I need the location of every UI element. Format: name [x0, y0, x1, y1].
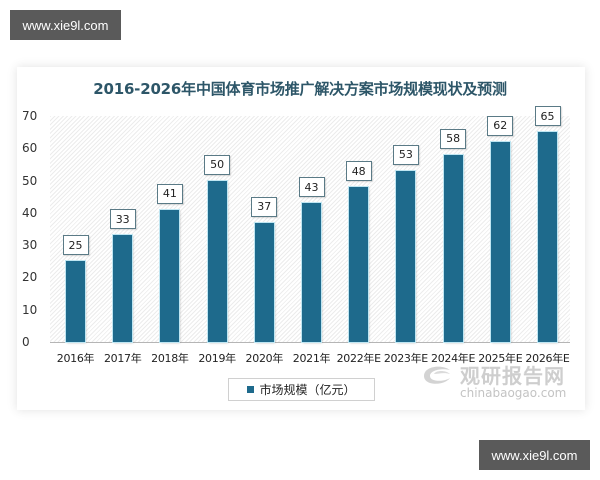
bar	[349, 187, 369, 342]
x-tick-label: 2018年	[151, 352, 189, 365]
x-tick-label: 2021年	[292, 352, 331, 365]
bar-value-label: 25	[62, 235, 89, 256]
brand-logo-icon	[424, 366, 450, 384]
bar	[66, 261, 85, 342]
chart-title: 2016-2026年中国体育市场推广解决方案市场规模现状及预测	[93, 80, 507, 98]
bar-value-label: 62	[487, 115, 514, 136]
bar-value-label: 65	[534, 106, 561, 127]
x-tick-label: 2016年	[56, 352, 95, 365]
bar	[207, 180, 227, 342]
y-tick-label: 30	[22, 238, 38, 253]
y-tick-label: 10	[22, 302, 38, 317]
x-tick-label: 2020年	[245, 352, 284, 365]
x-tick-label: 2022年E	[336, 352, 381, 365]
x-tick-label: 2024年E	[431, 352, 476, 365]
x-tick-label: 2017年	[103, 352, 142, 365]
bar	[538, 132, 557, 342]
brand-name-cn: 观研报告网	[460, 364, 565, 388]
watermark-bottom: www.xie9l.com	[479, 440, 590, 470]
bar-value-label: 48	[345, 161, 372, 182]
x-axis-line	[50, 342, 570, 343]
y-tick-label: 50	[22, 173, 38, 188]
bar-value-label: 33	[109, 209, 136, 230]
bar	[160, 209, 180, 342]
bar	[113, 235, 133, 342]
y-tick-label: 70	[22, 109, 38, 123]
bar	[396, 170, 416, 342]
bar-value-label: 50	[204, 154, 231, 175]
source-watermark: 观研报告网 chinabaogao.com	[420, 360, 580, 404]
y-tick-label: 20	[22, 270, 38, 285]
bar	[254, 222, 274, 342]
legend-label: 市场规模（亿元）	[259, 383, 356, 397]
bar	[302, 203, 321, 342]
legend: 市场规模（亿元）	[228, 378, 375, 401]
legend-swatch-icon	[247, 386, 255, 393]
bar	[443, 154, 463, 342]
y-tick-label: 60	[22, 141, 38, 156]
x-tick-label: 2019年	[198, 352, 236, 365]
x-tick-label: 2026年E	[525, 352, 570, 365]
bar-value-label: 53	[392, 144, 419, 165]
watermark-top: www.xie9l.com	[10, 10, 121, 40]
bar-value-label: 43	[298, 177, 325, 198]
y-tick-label: 0	[22, 335, 30, 349]
x-tick-label: 2025年E	[478, 352, 523, 365]
bar-value-label: 37	[251, 196, 278, 217]
bar	[490, 141, 510, 342]
bar-value-label: 41	[156, 183, 183, 204]
x-tick-label: 2023年E	[383, 352, 428, 365]
y-tick-label: 40	[22, 205, 38, 220]
brand-name-en: chinabaogao.com	[460, 386, 567, 400]
bar-value-label: 58	[440, 128, 467, 149]
